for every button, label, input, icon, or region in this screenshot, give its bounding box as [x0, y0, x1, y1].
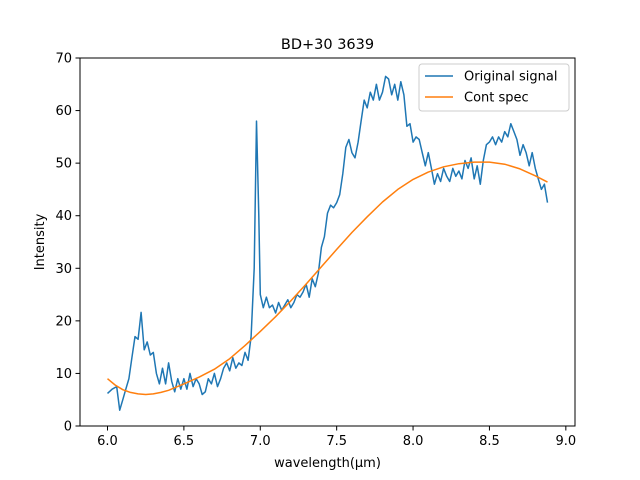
y-tick-label: 0	[64, 420, 72, 435]
series-line-cont-spec	[107, 161, 548, 396]
x-tick-label: 6.0	[97, 434, 118, 449]
y-tick-label: 40	[55, 209, 72, 224]
x-axis: 6.0 6.5 7.0 7.5 8.0 8.5 9.0	[97, 426, 576, 449]
legend-label-cont-spec: Cont spec	[464, 91, 529, 106]
legend-label-original-signal: Original signal	[464, 70, 557, 85]
plot-frame	[79, 57, 576, 427]
legend: Original signal Cont spec	[418, 63, 570, 112]
legend-box	[418, 63, 570, 112]
y-tick-label: 60	[55, 104, 72, 119]
y-tick-label: 30	[55, 262, 72, 277]
x-tick-label: 6.5	[174, 434, 195, 449]
x-tick-label: 8.5	[479, 434, 500, 449]
y-tick-label: 10	[55, 367, 72, 382]
chart-title: BD+30 3639	[281, 37, 374, 53]
series-line-original-signal	[106, 75, 549, 411]
x-tick-label: 9.0	[555, 434, 576, 449]
y-tick-label: 50	[55, 157, 72, 172]
y-tick-label: 70	[55, 52, 72, 67]
x-tick-label: 7.0	[250, 434, 271, 449]
x-axis-label: wavelength(μm)	[274, 456, 381, 471]
y-axis-label: Intensity	[33, 213, 48, 270]
plot-series	[106, 75, 549, 411]
x-tick-label: 7.5	[326, 434, 347, 449]
y-tick-label: 20	[55, 314, 72, 329]
y-axis: 0 10 20 30 40 50 60 70	[55, 52, 80, 435]
x-tick-label: 8.0	[403, 434, 424, 449]
